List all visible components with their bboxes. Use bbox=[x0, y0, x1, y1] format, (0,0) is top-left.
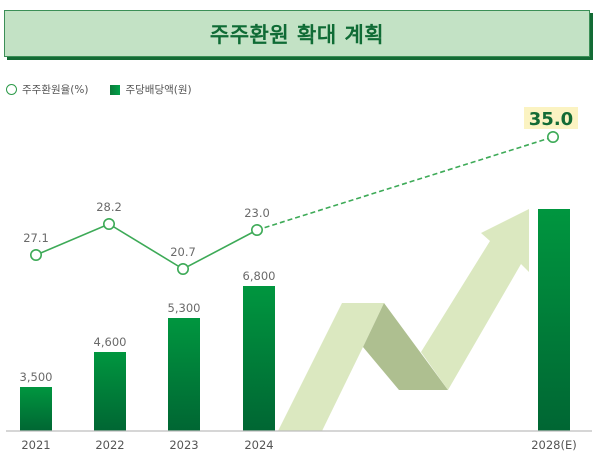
legend: 주주환원율(%) 주당배당액(원) bbox=[6, 82, 214, 97]
circle-marker-icon bbox=[177, 262, 190, 275]
legend-label: 주주환원율(%) bbox=[22, 84, 89, 96]
target-value-label: 35.0 bbox=[529, 109, 573, 130]
legend-item-payout-ratio: 주주환원율(%) bbox=[6, 82, 88, 97]
bar-2021 bbox=[20, 387, 52, 431]
x-axis-label: 2024 bbox=[244, 438, 273, 452]
line-value-label: 28.2 bbox=[96, 200, 122, 214]
line-value-label: 23.0 bbox=[244, 206, 270, 220]
x-axis-label: 2023 bbox=[169, 438, 198, 452]
circle-marker-icon bbox=[546, 131, 559, 144]
dividend-bars bbox=[20, 209, 570, 431]
bar-2023 bbox=[168, 318, 200, 431]
bar-2022 bbox=[94, 352, 126, 431]
circle-marker-icon bbox=[103, 218, 116, 231]
bar-swatch-icon bbox=[110, 84, 121, 95]
title-banner: 주주환원 확대 계획 bbox=[4, 10, 590, 57]
line-value-label: 20.7 bbox=[170, 245, 196, 259]
payout-ratio-projection bbox=[256, 136, 554, 231]
growth-arrow-graphic bbox=[278, 209, 529, 431]
bar-2028e bbox=[538, 209, 570, 431]
payout-ratio-line bbox=[35, 223, 258, 270]
bar-value-label: 3,500 bbox=[20, 370, 53, 384]
x-axis-label: 2022 bbox=[95, 438, 124, 452]
line-markers bbox=[29, 131, 559, 275]
bar-value-label: 4,600 bbox=[94, 335, 127, 349]
line-value-label: 27.1 bbox=[23, 231, 49, 245]
x-axis-label: 2028(E) bbox=[531, 438, 577, 452]
bar-2024 bbox=[243, 286, 275, 431]
circle-marker-icon bbox=[6, 84, 17, 95]
chart-title: 주주환원 확대 계획 bbox=[209, 22, 385, 47]
bar-value-label: 6,800 bbox=[243, 269, 276, 283]
legend-label: 주당배당액(원) bbox=[125, 84, 192, 96]
target-highlight bbox=[524, 107, 578, 129]
x-axis-label: 2021 bbox=[21, 438, 50, 452]
bar-value-label: 5,300 bbox=[168, 301, 201, 315]
legend-item-dividend: 주당배당액(원) bbox=[110, 82, 192, 97]
circle-marker-icon bbox=[251, 224, 264, 237]
circle-marker-icon bbox=[29, 249, 42, 262]
